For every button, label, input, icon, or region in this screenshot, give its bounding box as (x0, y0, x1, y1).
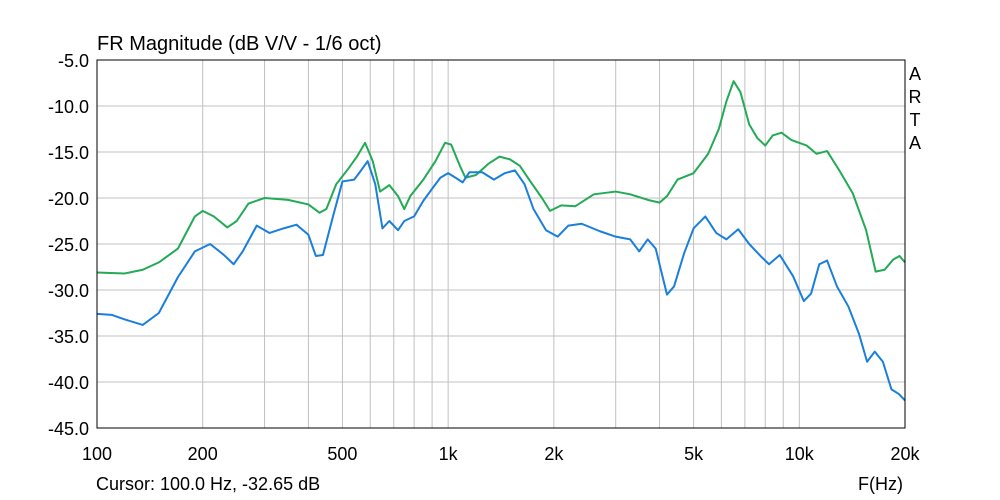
x-tick-label: 100 (82, 444, 112, 464)
x-tick-labels: 100 200 500 1k 2k 5k 10k 20k (82, 444, 921, 464)
y-tick-label: -35.0 (48, 327, 89, 347)
y-tick-label: -20.0 (48, 189, 89, 209)
y-tick-label: -30.0 (48, 281, 89, 301)
brand-letter: A (909, 64, 921, 84)
x-tick-label: 200 (188, 444, 218, 464)
y-tick-label: -40.0 (48, 373, 89, 393)
x-tick-label: 2k (544, 444, 564, 464)
brand-letter: R (909, 87, 922, 107)
y-tick-label: -15.0 (48, 143, 89, 163)
plot-frame (96, 59, 906, 429)
brand-letter: A (909, 133, 921, 153)
series-layer (96, 80, 906, 402)
grid-lines (97, 60, 905, 428)
series-line-2 (96, 160, 906, 402)
x-tick-label: 1k (439, 444, 459, 464)
y-tick-label: -5.0 (58, 51, 89, 71)
x-tick-label: 10k (785, 444, 815, 464)
x-tick-label: 500 (327, 444, 357, 464)
y-tick-label: -10.0 (48, 97, 89, 117)
x-tick-label: 5k (684, 444, 704, 464)
cursor-readout: Cursor: 100.0 Hz, -32.65 dB (96, 474, 320, 494)
y-tick-labels: -5.0 -10.0 -15.0 -20.0 -25.0 -30.0 -35.0 -40.0 -… (48, 51, 89, 439)
y-tick-label: -45.0 (48, 419, 89, 439)
series-line-1 (96, 80, 906, 275)
brand-letter: T (910, 110, 921, 130)
y-tick-label: -25.0 (48, 235, 89, 255)
x-tick-label: 20k (890, 444, 920, 464)
chart-title: FR Magnitude (dB V/V - 1/6 oct) (97, 33, 382, 55)
x-axis-label: F(Hz) (858, 474, 903, 494)
